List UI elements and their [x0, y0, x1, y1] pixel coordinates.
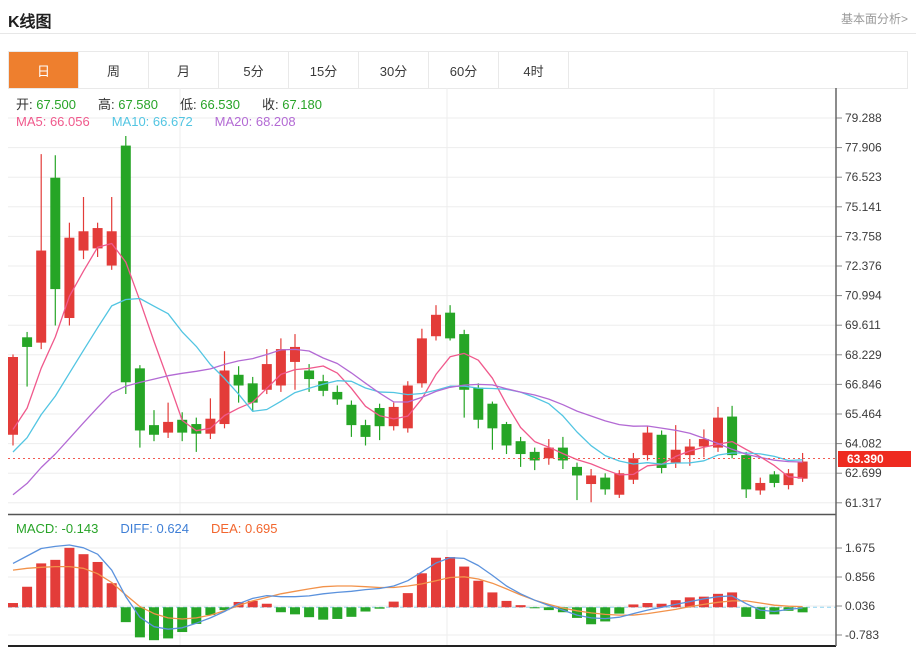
- legend-value: 67.500: [32, 97, 76, 112]
- legend-label: DEA:: [211, 521, 242, 536]
- legend-value: 68.208: [252, 114, 296, 129]
- tab-30分[interactable]: 30分: [359, 52, 429, 88]
- svg-text:68.229: 68.229: [845, 348, 882, 362]
- legend-label: MA10:: [111, 114, 150, 129]
- svg-text:0.856: 0.856: [845, 570, 875, 584]
- tab-日[interactable]: 日: [9, 52, 79, 88]
- fundamental-analysis-link[interactable]: 基本面分析>: [840, 12, 908, 26]
- svg-text:79.288: 79.288: [845, 111, 882, 125]
- header: K线图 基本面分析>: [0, 0, 916, 34]
- legend-label: 收:: [262, 97, 279, 112]
- legend-label: MA5:: [16, 114, 47, 129]
- ma-legend: MA5: 66.056 MA10: 66.672 MA20: 68.208: [16, 114, 318, 129]
- svg-text:65.464: 65.464: [845, 407, 882, 421]
- macd-legend: MACD: -0.143 DIFF: 0.624 DEA: 0.695: [16, 521, 300, 536]
- legend-label: MA20:: [214, 114, 253, 129]
- ma-row-item: MA5: 66.056: [16, 114, 90, 129]
- ma-row-item: MA20: 68.208: [215, 114, 296, 129]
- svg-text:69.611: 69.611: [845, 318, 881, 332]
- legend-value: 67.180: [278, 97, 322, 112]
- current-price-badge: 63.390: [838, 450, 911, 467]
- legend-label: MACD:: [16, 521, 58, 536]
- ohlc-row-item: 低: 66.530: [180, 97, 240, 112]
- ma-row-item: MA10: 66.672: [112, 114, 193, 129]
- ohlc-row-item: 高: 67.580: [98, 97, 158, 112]
- legend-label: 高:: [98, 97, 115, 112]
- tab-月[interactable]: 月: [149, 52, 219, 88]
- svg-text:76.523: 76.523: [845, 170, 882, 184]
- svg-text:70.994: 70.994: [845, 289, 882, 303]
- macd-row-item: MACD: -0.143: [16, 521, 98, 536]
- macd-row-item: DIFF: 0.624: [120, 521, 189, 536]
- legend-value: 67.580: [114, 97, 158, 112]
- period-tabs: 日周月 5分 15分 30分 60分 4时: [8, 51, 908, 89]
- legend-value: 66.672: [149, 114, 193, 129]
- legend-label: 低:: [180, 97, 197, 112]
- svg-text:-0.783: -0.783: [845, 628, 879, 642]
- legend-value: 0.624: [152, 521, 190, 536]
- macd-row-item: DEA: 0.695: [211, 521, 278, 536]
- legend-value: 66.056: [46, 114, 90, 129]
- svg-text:75.141: 75.141: [845, 200, 882, 214]
- tab-周[interactable]: 周: [79, 52, 149, 88]
- ohlc-row-item: 收: 67.180: [262, 97, 322, 112]
- svg-text:64.082: 64.082: [845, 437, 882, 451]
- chart-area: 79.288 77.906 76.523 75.141 73.758 72.376 70.9…: [0, 88, 916, 651]
- svg-text:72.376: 72.376: [845, 259, 882, 273]
- svg-text:61.317: 61.317: [845, 496, 882, 510]
- tab-60分[interactable]: 60分: [429, 52, 499, 88]
- legend-label: 开:: [16, 97, 33, 112]
- ohlc-legend: 开: 67.500 高: 67.580 低: 66.530 收: 67.180: [16, 94, 344, 113]
- page-title: K线图: [8, 14, 52, 31]
- svg-text:77.906: 77.906: [845, 141, 882, 155]
- svg-text:0.036: 0.036: [845, 599, 875, 613]
- kline-macd-chart-canvas: 79.288 77.906 76.523 75.141 73.758 72.376 70.9…: [8, 88, 882, 647]
- legend-value: 66.530: [196, 97, 240, 112]
- legend-value: -0.143: [57, 521, 99, 536]
- svg-text:1.675: 1.675: [845, 541, 875, 555]
- tab-5分[interactable]: 5分: [219, 52, 289, 88]
- legend-label: DIFF:: [120, 521, 153, 536]
- svg-text:73.758: 73.758: [845, 229, 882, 243]
- legend-value: 0.695: [241, 521, 278, 536]
- tabs-filler: [569, 52, 907, 88]
- ohlc-row-item: 开: 67.500: [16, 97, 76, 112]
- svg-text:66.846: 66.846: [845, 377, 882, 391]
- svg-text:62.699: 62.699: [845, 466, 882, 480]
- tab-4时[interactable]: 4时: [499, 52, 569, 88]
- tab-15分[interactable]: 15分: [289, 52, 359, 88]
